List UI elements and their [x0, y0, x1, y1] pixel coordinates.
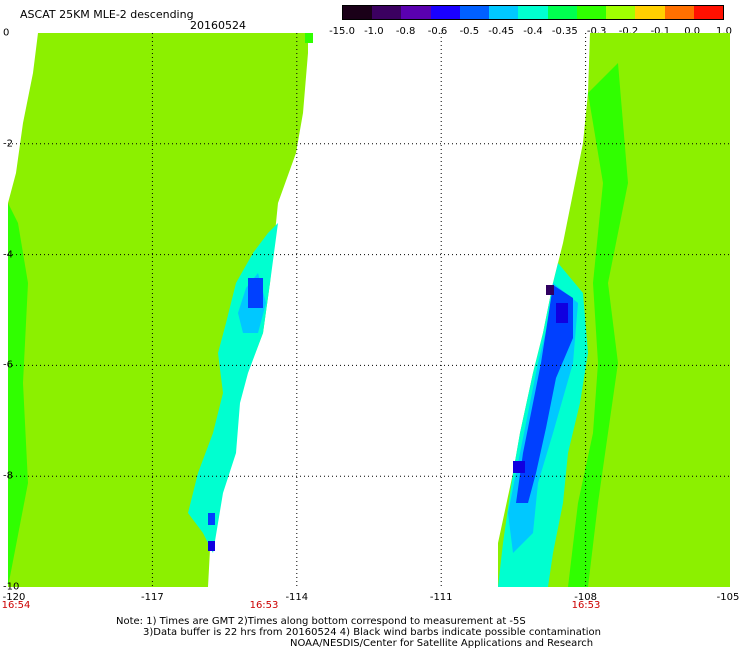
lat-tick-label: -4 [3, 249, 13, 261]
lon-tick-label: -120 [2, 592, 26, 603]
right-swath-cell [546, 285, 554, 295]
colorbar-label: -0.5 [459, 26, 480, 37]
colorbar-label: -1.0 [364, 26, 384, 37]
colorbar-segment [664, 6, 694, 19]
right-swath-green [568, 63, 628, 587]
note-line-2: 3)Data buffer is 22 hrs from 20160524 4)… [143, 627, 601, 638]
colorbar-label: -0.3 [586, 26, 607, 37]
colorbar-label: -0.35 [551, 26, 578, 37]
note-line-1: Note: 1) Times are GMT 2)Times along bot… [116, 616, 526, 627]
colorbar-segment [606, 6, 636, 19]
plot-date: 20160524 [190, 19, 246, 32]
left-swath-cell [208, 541, 215, 551]
colorbar-label: -15.0 [329, 26, 355, 37]
map-plot-area[interactable] [8, 33, 730, 587]
lat-tick-label: -6 [3, 359, 13, 371]
colorbar-label: 0.0 [684, 26, 701, 37]
colorbar-segment [547, 6, 577, 19]
measurement-time-label: 16:53 [571, 600, 601, 611]
colorbar-label: -0.45 [488, 26, 515, 37]
right-swath-core [516, 285, 573, 503]
colorbar-label: -0.2 [618, 26, 639, 37]
colorbar-label: -0.1 [650, 26, 671, 37]
measurement-time-label: 16:54 [1, 600, 31, 611]
colorbar-segment [489, 6, 519, 19]
colorbar-segment [372, 6, 402, 19]
lon-tick-label: -105 [716, 592, 740, 603]
lat-tick-label: -10 [3, 581, 20, 593]
colorbar-segment [693, 6, 724, 19]
left-swath-cell [305, 33, 313, 43]
lon-tick-label: -117 [141, 592, 164, 603]
lat-tick-label: 0 [3, 27, 10, 39]
colorbar-label: 1.0 [716, 26, 732, 37]
colorbar-label: -0.8 [395, 26, 416, 37]
plot-title: ASCAT 25KM MLE-2 descending [20, 8, 194, 21]
lon-tick-label: -114 [285, 592, 309, 603]
colorbar-segment [635, 6, 665, 19]
measurement-time-label: 16:53 [249, 600, 279, 611]
colorbar-segment [343, 6, 373, 19]
lon-tick-label: -111 [429, 592, 453, 603]
colorbar-label: -0.4 [523, 26, 543, 37]
note-line-3: NOAA/NESDIS/Center for Satellite Applica… [290, 638, 594, 649]
right-swath-cell [556, 303, 568, 323]
left-swath-green [8, 203, 28, 587]
left-swath-cell [208, 513, 215, 525]
colorbar-segment [518, 6, 548, 19]
lat-tick-label: -8 [3, 470, 13, 482]
colorbar [342, 5, 724, 20]
colorbar-segment [576, 6, 607, 19]
colorbar-segment [430, 6, 460, 19]
colorbar-segment [401, 6, 431, 19]
lon-tick-label: -108 [574, 592, 597, 603]
colorbar-segment [459, 6, 490, 19]
right-swath-cell [513, 461, 525, 473]
colorbar-label: -0.6 [427, 26, 448, 37]
swath-map [8, 33, 730, 587]
lat-tick-label: -2 [3, 138, 13, 150]
left-swath-core [248, 278, 263, 308]
